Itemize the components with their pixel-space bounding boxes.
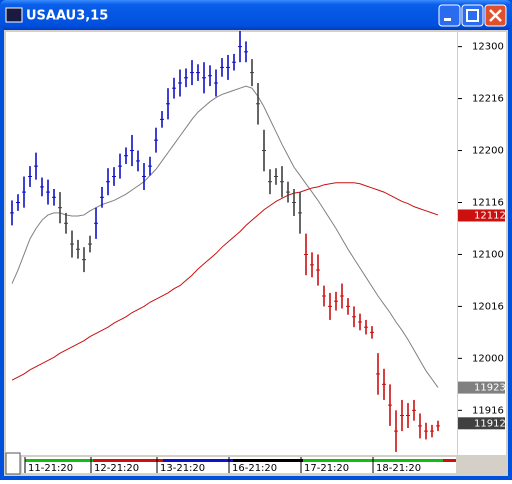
x-tick-label: 12-21:20 (94, 463, 139, 474)
scroll-box[interactable] (5, 452, 21, 475)
y-tick-label: 12116 (472, 197, 504, 208)
moving-average (11, 182, 439, 381)
y-tick-label: 12016 (472, 301, 504, 312)
y-tick-label: 12300 (472, 42, 504, 53)
app-icon (5, 7, 23, 23)
price-tag-label: 11923 (474, 383, 506, 394)
price-tag (458, 381, 505, 394)
price-tag (458, 209, 505, 222)
x-tick-label: 18-21:20 (376, 463, 421, 474)
y-tick-label: 12200 (472, 146, 504, 157)
price-tag-label: 11912 (474, 418, 506, 429)
maximize-button[interactable] (461, 4, 484, 27)
price-tag-label: 12112 (474, 210, 506, 221)
session-strip (25, 459, 456, 462)
y-tick-label: 12216 (472, 94, 504, 105)
window-title: USAAU3,15 (26, 9, 108, 24)
y-tick-label: 12000 (472, 353, 504, 364)
plot-area (6, 32, 457, 455)
x-tick-label: 17-21:20 (304, 463, 349, 474)
y-tick-label: 12100 (472, 249, 504, 260)
moving-average (11, 85, 439, 388)
price-tag (458, 417, 505, 430)
x-tick-label: 16-21:20 (232, 463, 277, 474)
x-tick-label: 13-21:20 (160, 463, 205, 474)
title-bar (0, 0, 512, 30)
close-button[interactable] (484, 4, 507, 27)
x-tick-label: 11-21:20 (28, 463, 73, 474)
y-tick-label: 11916 (472, 405, 504, 416)
minimize-button[interactable] (438, 4, 461, 27)
